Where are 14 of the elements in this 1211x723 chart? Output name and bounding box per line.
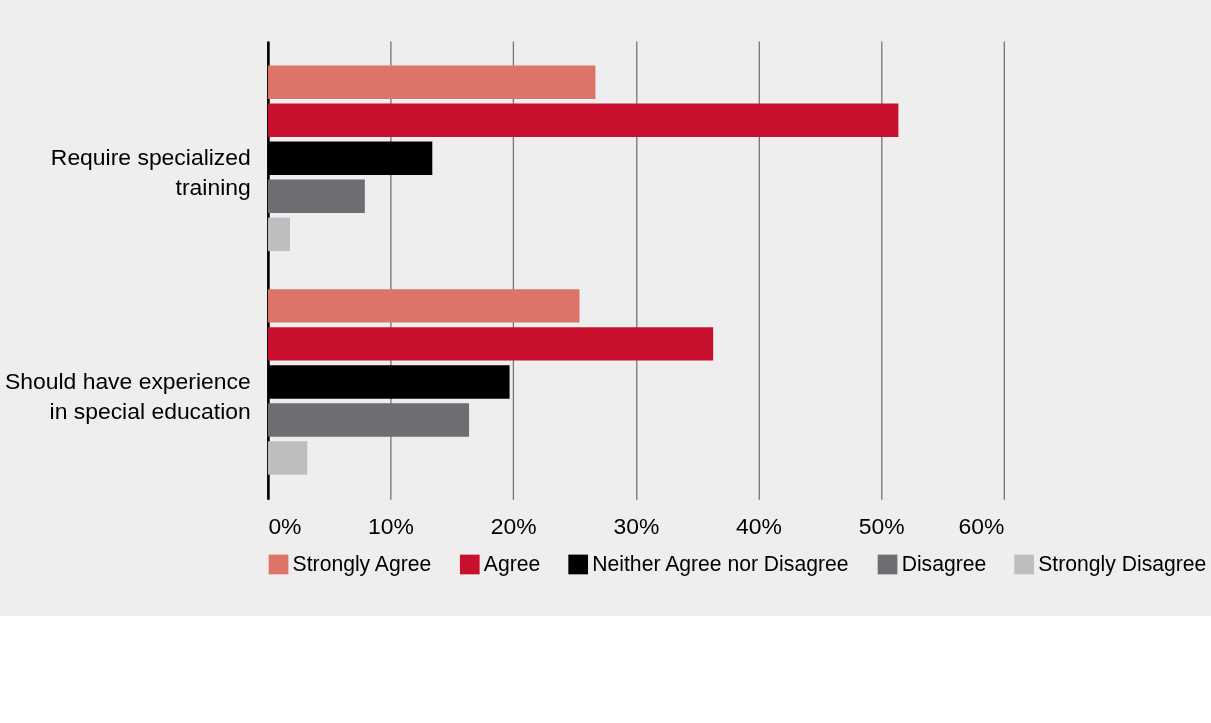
x-tick-label: 0% (268, 513, 302, 540)
legend-label: Strongly Disagree (1038, 551, 1207, 576)
legend-label: Disagree (901, 551, 987, 576)
legend-label: Neither Agree nor Disagree (592, 551, 849, 576)
x-tick-label: 60% (958, 513, 1005, 540)
x-tick-label: 10% (368, 513, 414, 540)
x-tick-label: 20% (490, 513, 537, 540)
y-tick-label: Require specialized training (50, 144, 251, 201)
x-tick-label: 30% (613, 513, 660, 540)
x-tick-label: 40% (736, 513, 782, 540)
legend-label: Strongly Agree (292, 551, 432, 576)
x-tick-label: 50% (858, 513, 905, 540)
y-tick-label: Should have experience in special education (4, 367, 251, 424)
legend-label: Agree (483, 551, 541, 576)
